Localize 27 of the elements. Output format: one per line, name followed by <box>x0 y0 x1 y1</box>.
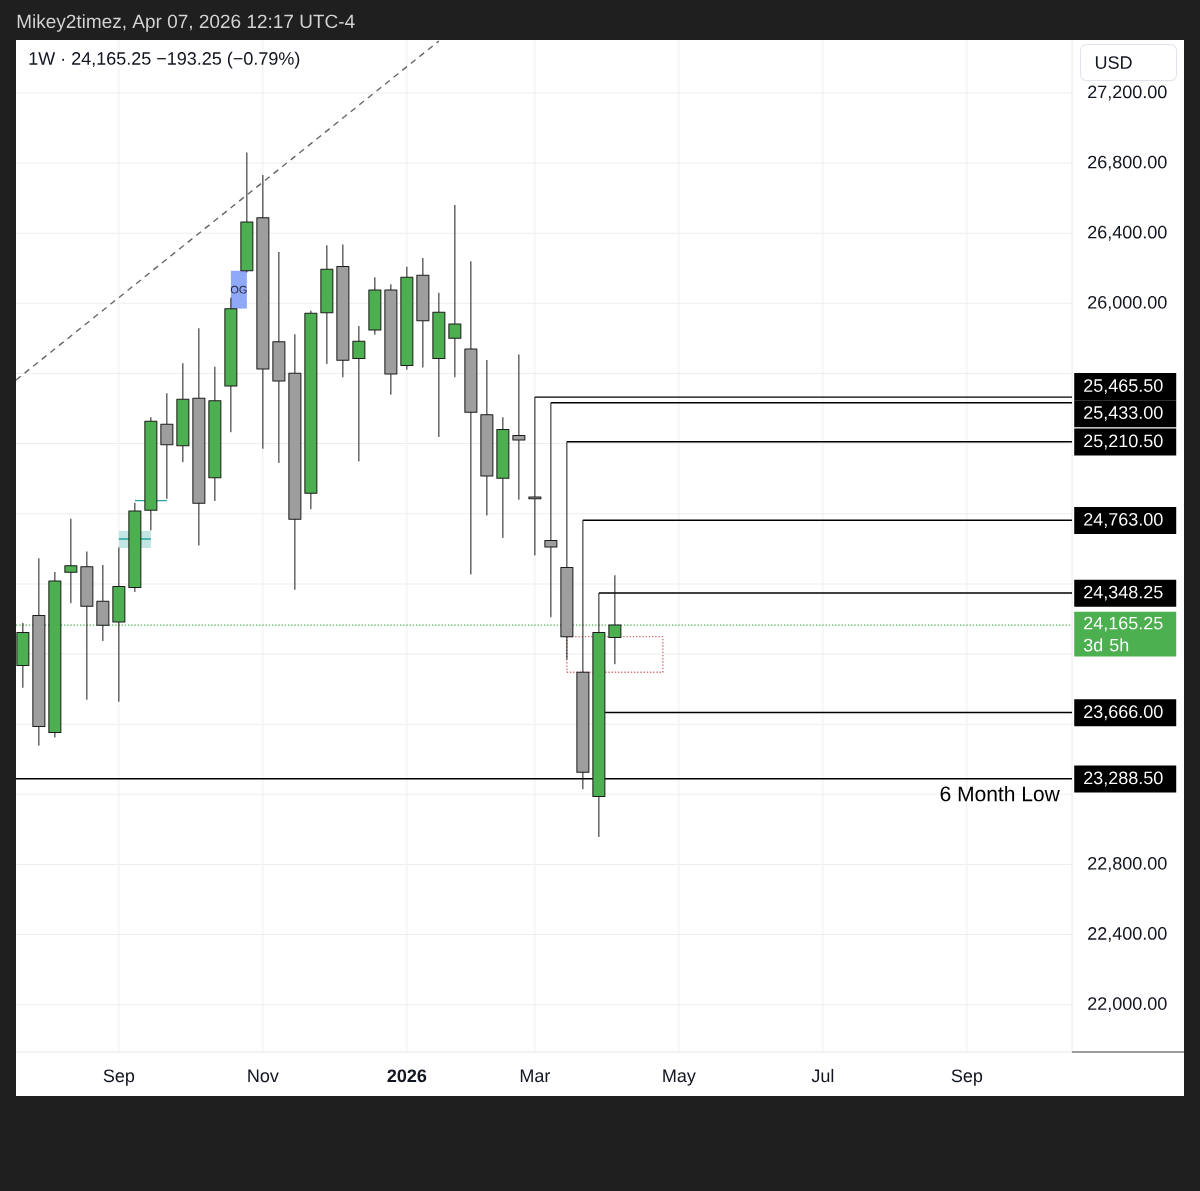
y-tick-label: 27,200.00 <box>1088 85 1167 101</box>
data-label: 24,763.00 <box>1084 512 1163 528</box>
y-tick-label: 26,000.00 <box>1088 295 1167 311</box>
text: Mikey2timez, Apr 07, 2026 12:17 UTC-4 <box>17 14 355 32</box>
data-label: 25,433.00 <box>1084 406 1163 422</box>
x-tick-label: Mar <box>520 1069 551 1083</box>
x-tick-label: May <box>663 1069 696 1086</box>
y-tick-label: 22,800.00 <box>1088 856 1167 872</box>
x-tick-label: Sep <box>951 1069 983 1086</box>
series-label: 6 Month Low <box>940 785 1060 802</box>
y-tick-label: 22,400.00 <box>1088 927 1167 942</box>
data-label: 24,348.25 <box>1084 585 1163 601</box>
data-label: 23,666.00 <box>1084 705 1163 721</box>
y-tick-label: 22,000.00 <box>1088 997 1167 1013</box>
series-label: OG <box>230 285 247 294</box>
data-label: 23,288.50 <box>1084 771 1163 787</box>
text: 1W · 24,165.25 −193.25 (−0.79%) <box>29 51 300 69</box>
x-tick-label: 2026 <box>387 1069 427 1083</box>
data-label: 25,210.50 <box>1084 434 1163 450</box>
x-tick-label: Jul <box>811 1068 834 1083</box>
x-tick-label: Nov <box>248 1069 279 1083</box>
x-tick-label: Sep <box>103 1069 135 1086</box>
data-label: 25,465.50 <box>1084 379 1163 395</box>
y-tick-label: 26,800.00 <box>1088 155 1167 171</box>
ref-line-label: 24,165.25 3d 5h <box>1083 616 1163 652</box>
y-axis-title: USD <box>1095 56 1132 69</box>
y-tick-label: 26,400.00 <box>1088 225 1167 241</box>
